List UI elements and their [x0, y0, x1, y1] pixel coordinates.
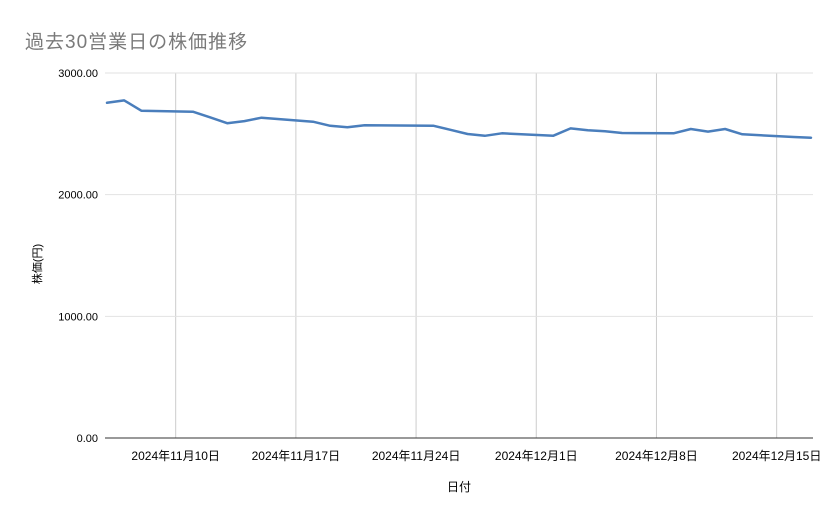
price-line-series	[105, 99, 813, 139]
x-tick-label: 2024年11月24日	[372, 449, 461, 463]
y-axis-title: 株価(円)	[32, 243, 44, 285]
x-tick-label: 2024年11月10日	[131, 449, 220, 463]
x-tick-label: 2024年12月8日	[615, 449, 698, 463]
x-tick-label: 2024年12月15日	[732, 449, 821, 463]
x-axis-title: 日付	[446, 480, 471, 494]
y-tick-label: 3000.00	[58, 68, 98, 80]
y-tick-label: 1000.00	[58, 311, 98, 323]
x-tick-label: 2024年12月1日	[495, 449, 578, 463]
y-tick-label: 0.00	[77, 433, 98, 445]
x-tick-label: 2024年11月17日	[252, 449, 341, 463]
chart-title: 過去30営業日の株価推移	[25, 32, 249, 53]
y-tick-label: 2000.00	[58, 190, 98, 202]
